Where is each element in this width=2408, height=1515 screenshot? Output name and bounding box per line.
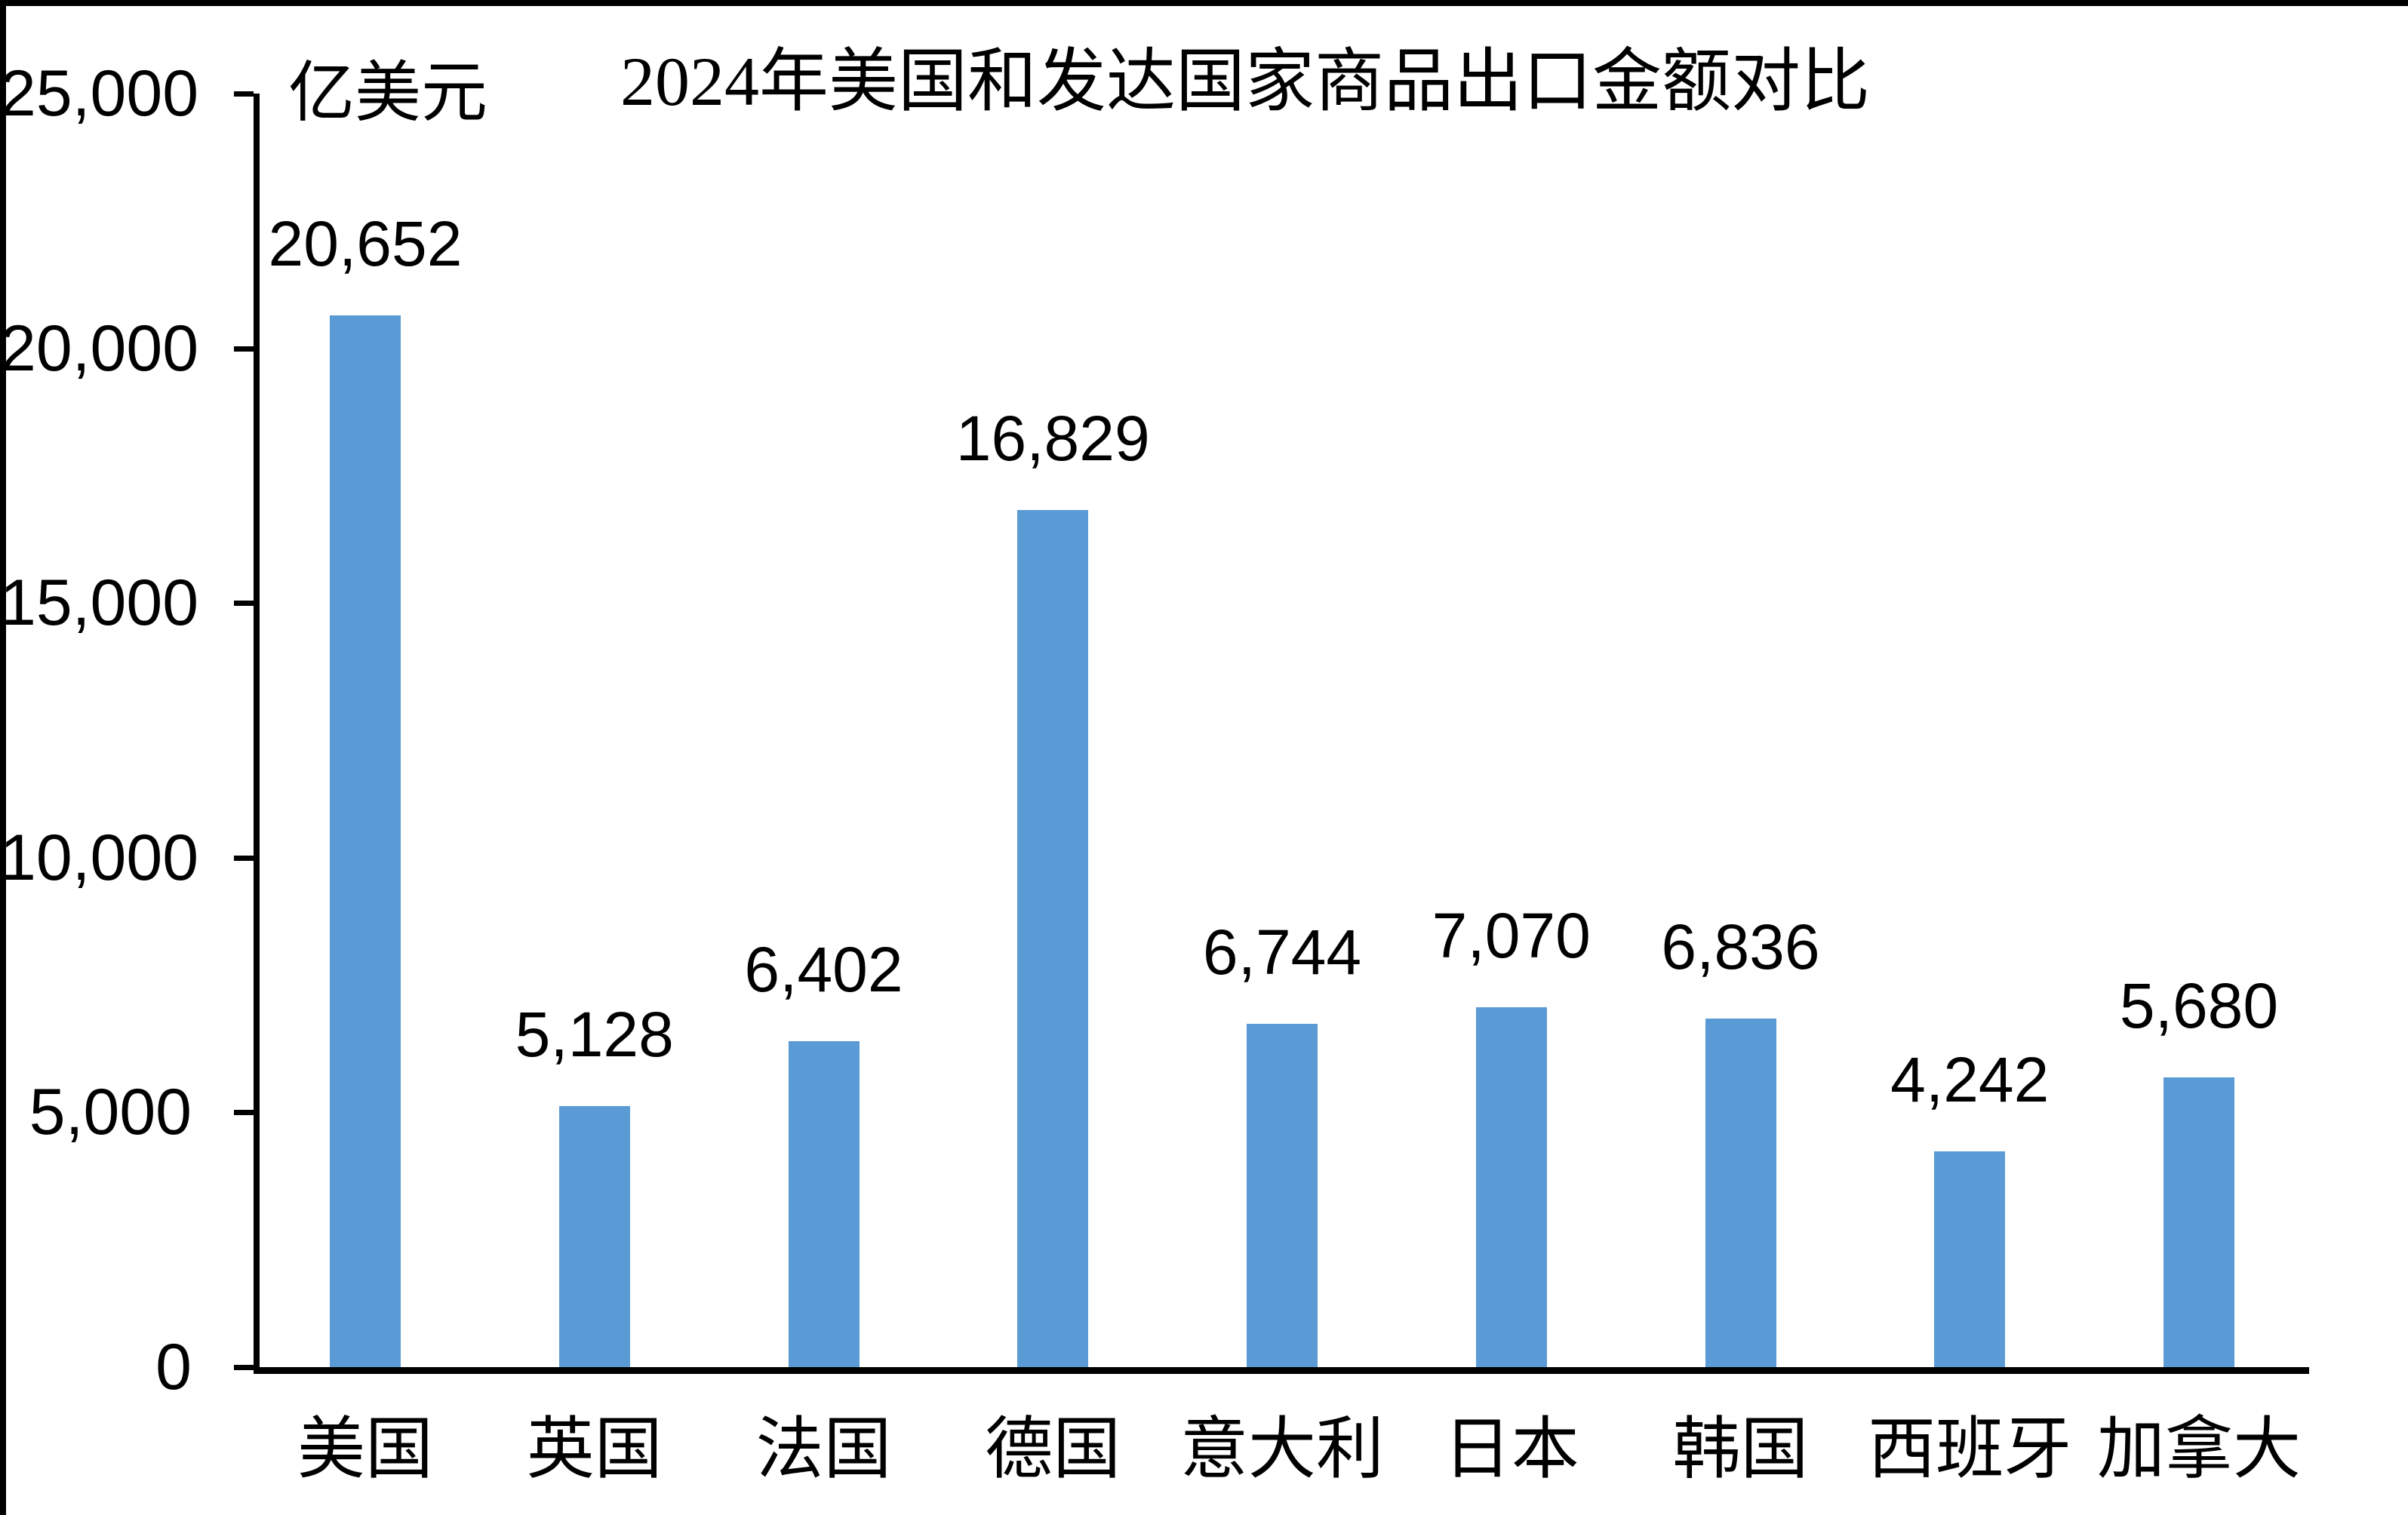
x-category-label: 韩国	[1672, 1412, 1809, 1487]
value-label: 4,242	[1890, 1043, 2050, 1115]
bar-法国	[788, 1040, 860, 1367]
value-label: 7,070	[1432, 899, 1591, 971]
bar-意大利	[1247, 1023, 1318, 1367]
bar-西班牙	[1934, 1151, 2006, 1367]
y-tick-mark	[234, 91, 254, 97]
y-tick-label: 5,000	[29, 1076, 192, 1149]
y-axis-line	[254, 94, 260, 1374]
bar-德国	[1017, 509, 1089, 1367]
value-label: 5,128	[515, 998, 674, 1070]
y-tick-label: 15,000	[0, 567, 199, 640]
y-tick-mark	[234, 601, 254, 607]
bar-美国	[330, 315, 401, 1367]
y-tick-mark	[234, 346, 254, 352]
frame-border-top	[0, 0, 2408, 6]
value-label: 6,744	[1202, 916, 1362, 988]
y-tick-mark	[234, 1110, 254, 1116]
x-category-label: 日本	[1443, 1412, 1579, 1487]
value-label: 6,402	[744, 933, 903, 1005]
bar-日本	[1475, 1006, 1547, 1367]
frame-border-left	[0, 0, 6, 1515]
x-category-label: 法国	[755, 1412, 892, 1487]
y-tick-label: 10,000	[0, 821, 199, 894]
value-label: 6,836	[1661, 911, 1820, 983]
y-tick-label: 20,000	[0, 312, 199, 385]
y-tick-mark	[234, 1365, 254, 1370]
x-category-label: 美国	[297, 1412, 433, 1487]
x-category-label: 德国	[985, 1412, 1121, 1487]
bar-韩国	[1705, 1019, 1776, 1367]
y-tick-label: 0	[155, 1331, 192, 1403]
chart-title: 2024年美国和发达国家商品出口金额对比	[620, 43, 1870, 120]
x-category-label: 西班牙	[1868, 1412, 2072, 1487]
y-tick-mark	[234, 855, 254, 861]
bar-加拿大	[2164, 1077, 2234, 1367]
value-label: 5,680	[2119, 970, 2279, 1042]
value-label: 20,652	[268, 207, 463, 279]
x-axis-line	[254, 1367, 2309, 1374]
x-category-label: 加拿大	[2097, 1412, 2301, 1487]
x-category-label: 英国	[526, 1412, 663, 1487]
bar-英国	[558, 1105, 630, 1367]
y-tick-label: 25,000	[0, 57, 199, 130]
value-label: 16,829	[955, 402, 1150, 474]
x-category-label: 意大利	[1180, 1412, 1384, 1487]
y-axis-unit-label: 亿美元	[288, 57, 488, 131]
